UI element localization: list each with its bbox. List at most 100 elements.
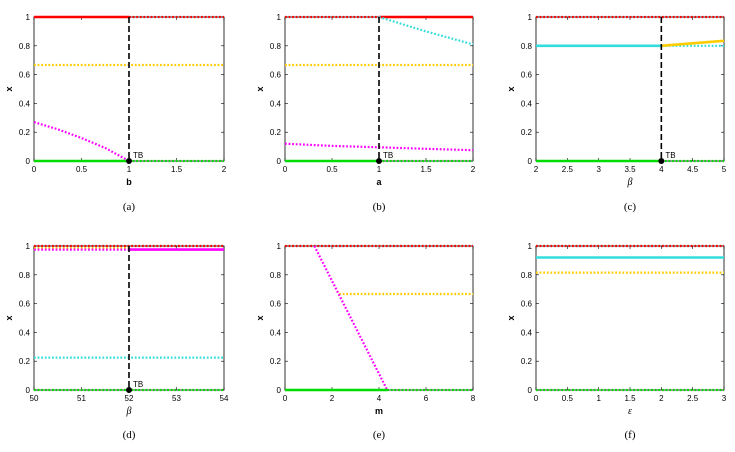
y-tick-label: 0 — [528, 157, 533, 166]
y-tick-label: 1 — [26, 13, 31, 22]
x-tick-label: 53 — [172, 394, 181, 403]
tb-annotation: TB — [133, 151, 143, 160]
y-axis-label: x — [255, 315, 265, 320]
series-line-magenta-dotted — [34, 122, 129, 161]
y-tick-label: 0.4 — [270, 99, 282, 108]
bifurcation-point-marker — [376, 158, 382, 164]
y-tick-label: 0 — [277, 157, 282, 166]
x-tick-label: 0 — [534, 394, 539, 403]
y-tick-label: 0.8 — [521, 271, 533, 280]
panel-caption: (f) — [625, 429, 636, 441]
chart-panel-2: 0 0.5 1 1.5 2 0 0.2 0.4 0.6 0.8 1 a x TB (b) — [255, 13, 476, 213]
x-tick-label: 0 — [32, 165, 37, 174]
plot-frame — [285, 246, 473, 390]
y-tick-label: 0.6 — [19, 300, 31, 309]
bifurcation-point-marker — [126, 387, 132, 393]
y-tick-label: 0.4 — [521, 99, 533, 108]
panel-caption: (c) — [624, 201, 637, 213]
panel-caption: (a) — [123, 201, 136, 213]
y-tick-label: 0.2 — [270, 128, 282, 137]
x-tick-label: 2 — [471, 165, 476, 174]
x-tick-label: 2 — [330, 394, 335, 403]
y-tick-label: 0.4 — [19, 99, 31, 108]
y-tick-label: 0.8 — [19, 42, 31, 51]
y-axis-label: x — [506, 315, 516, 320]
x-tick-label: 50 — [30, 394, 39, 403]
tb-annotation: TB — [665, 151, 675, 160]
panel-caption: (e) — [373, 429, 386, 441]
x-axis-label: a — [376, 177, 382, 187]
x-axis-label: b — [126, 177, 132, 187]
chart-panel-4: 50 51 52 53 54 0 0.2 0.4 0.6 0.8 1 β x TB (d) — [4, 242, 229, 441]
x-tick-label: 51 — [77, 394, 86, 403]
y-axis-label: x — [506, 86, 516, 91]
y-tick-label: 1 — [528, 242, 533, 251]
y-tick-label: 0.6 — [521, 300, 533, 309]
y-tick-label: 0.2 — [19, 357, 31, 366]
y-tick-label: 0.6 — [19, 71, 31, 80]
y-tick-label: 0.8 — [270, 42, 282, 51]
x-tick-label: 4 — [377, 394, 382, 403]
x-tick-label: 3.5 — [624, 165, 636, 174]
y-tick-label: 0 — [277, 386, 282, 395]
y-tick-label: 0.6 — [270, 300, 282, 309]
y-axis-label: x — [4, 315, 14, 320]
chart-panel-3: 2 2.5 3 3.5 4 4.5 5 0 0.2 0.4 0.6 0.8 1 β x TB (c) — [506, 13, 727, 213]
x-tick-label: 2.5 — [687, 394, 699, 403]
x-tick-label: 4.5 — [687, 165, 699, 174]
x-tick-label: 6 — [424, 394, 429, 403]
x-tick-label: 2 — [534, 165, 539, 174]
tb-annotation: TB — [133, 380, 143, 389]
chart-panel-6: 0 0.5 1 1.5 2 2.5 3 0 0.2 0.4 0.6 0.8 1 ε x (f) — [506, 242, 727, 441]
plot-frame — [536, 246, 724, 390]
x-tick-label: 0 — [283, 165, 288, 174]
y-tick-label: 0.2 — [270, 357, 282, 366]
y-tick-label: 0.4 — [270, 328, 282, 337]
x-tick-label: 1.5 — [171, 165, 183, 174]
x-tick-label: 1 — [377, 165, 382, 174]
x-axis-label: m — [375, 406, 383, 416]
x-tick-label: 0 — [283, 394, 288, 403]
y-tick-label: 0.2 — [521, 128, 533, 137]
y-tick-label: 0.6 — [270, 71, 282, 80]
x-tick-label: 3 — [596, 165, 601, 174]
x-tick-label: 0.5 — [562, 394, 574, 403]
y-tick-label: 0.2 — [19, 128, 31, 137]
x-axis-label: β — [126, 406, 132, 417]
y-tick-label: 0 — [26, 386, 31, 395]
x-tick-label: 1 — [596, 394, 601, 403]
y-tick-label: 1 — [277, 242, 282, 251]
bifurcation-point-marker — [126, 158, 132, 164]
y-tick-label: 1 — [26, 242, 31, 251]
chart-panel-1: 0 0.5 1 1.5 2 0 0.2 0.4 0.6 0.8 1 b x TB (a) — [4, 13, 227, 213]
x-tick-label: 5 — [722, 165, 727, 174]
x-tick-label: 2.5 — [562, 165, 574, 174]
x-tick-label: 2 — [659, 394, 664, 403]
x-tick-label: 0.5 — [326, 165, 338, 174]
series-line-magenta-dotted — [314, 246, 387, 390]
y-tick-label: 0 — [26, 157, 31, 166]
series-line-cyan-dotted — [379, 17, 473, 44]
y-tick-label: 0.2 — [521, 357, 533, 366]
series-line-yellow-solid — [661, 41, 724, 46]
y-axis-label: x — [4, 86, 14, 91]
x-tick-label: 54 — [220, 394, 229, 403]
y-tick-label: 0 — [528, 386, 533, 395]
y-tick-label: 0.8 — [19, 271, 31, 280]
y-tick-label: 1 — [528, 13, 533, 22]
y-tick-label: 0.8 — [270, 271, 282, 280]
tb-annotation: TB — [383, 151, 393, 160]
panel-caption: (d) — [123, 429, 136, 441]
y-tick-label: 0.4 — [19, 328, 31, 337]
x-tick-label: 2 — [222, 165, 227, 174]
x-tick-label: 0.5 — [76, 165, 88, 174]
x-tick-label: 8 — [471, 394, 476, 403]
x-tick-label: 1.5 — [420, 165, 432, 174]
x-axis-label: β — [627, 177, 633, 188]
x-axis-label: ε — [628, 406, 632, 417]
chart-panel-5: 0 2 4 6 8 0 0.2 0.4 0.6 0.8 1 m x (e) — [255, 242, 476, 441]
y-tick-label: 0.6 — [521, 71, 533, 80]
x-tick-label: 1.5 — [624, 394, 636, 403]
x-tick-label: 1 — [127, 165, 132, 174]
